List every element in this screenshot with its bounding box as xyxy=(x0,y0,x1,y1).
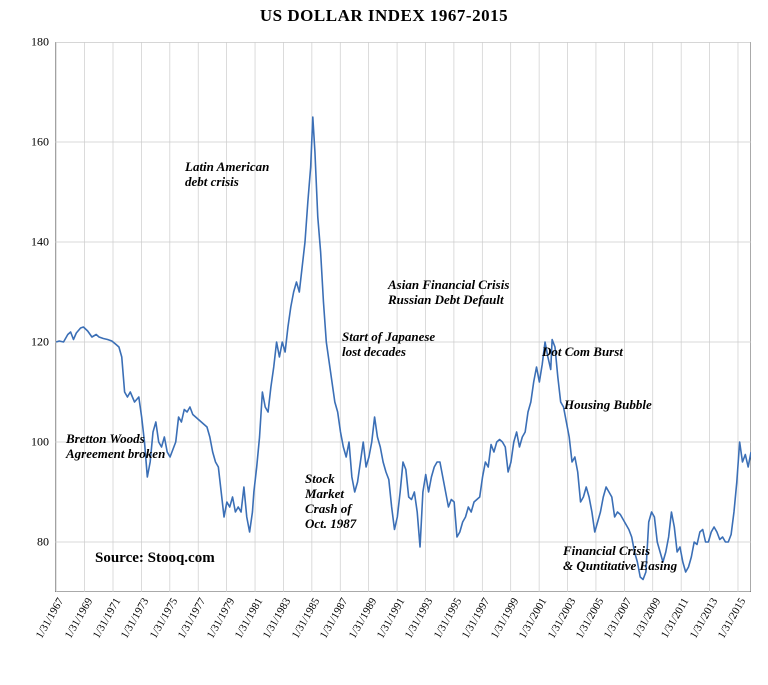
chart-title: US DOLLAR INDEX 1967-2015 xyxy=(0,6,768,26)
y-tick-label: 180 xyxy=(31,35,49,50)
annotation: Latin American debt crisis xyxy=(185,160,335,190)
annotation: Bretton Woods Agreement broken xyxy=(66,432,226,462)
chart-svg xyxy=(55,42,751,592)
annotation: Stock Market Crash of Oct. 1987 xyxy=(305,472,395,532)
source-attribution: Source: Stooq.com xyxy=(95,550,215,567)
y-tick-label: 120 xyxy=(31,335,49,350)
y-tick-label: 100 xyxy=(31,435,49,450)
annotation: Dot Com Burst xyxy=(542,345,692,360)
annotation: Start of Japanese lost decades xyxy=(342,330,502,360)
chart-root: { "chart": { "type": "line", "title": "U… xyxy=(0,0,768,685)
plot-area xyxy=(55,42,751,592)
y-tick-label: 80 xyxy=(37,535,49,550)
y-tick-label: 160 xyxy=(31,135,49,150)
annotation: Asian Financial Crisis Russian Debt Defa… xyxy=(388,278,588,308)
y-tick-label: 140 xyxy=(31,235,49,250)
annotation: Financial Crisis & Quntitative Easing xyxy=(563,544,753,574)
annotation: Housing Bubble xyxy=(564,398,714,413)
